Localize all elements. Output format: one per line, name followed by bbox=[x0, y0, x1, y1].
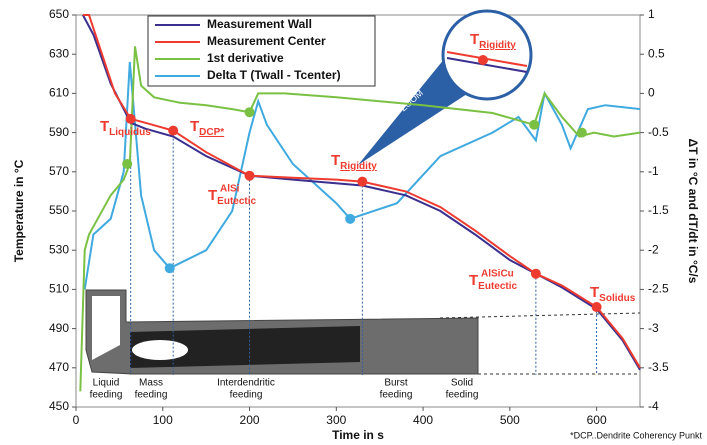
point-marker bbox=[245, 107, 255, 117]
y-tick-label: 470 bbox=[49, 360, 69, 374]
y2-tick-label: -1.5 bbox=[648, 203, 669, 217]
y2-tick-label: -4 bbox=[648, 399, 659, 413]
x-tick-label: 100 bbox=[153, 413, 173, 427]
y-tick-label: 610 bbox=[49, 86, 69, 100]
casting-illustration bbox=[86, 290, 640, 374]
x-tick-label: 0 bbox=[73, 413, 80, 427]
y2-tick-label: 1 bbox=[648, 7, 655, 21]
point-marker bbox=[577, 128, 587, 138]
annotation-subscript: Solidus bbox=[599, 293, 636, 304]
annotation-subscript: Eutectic bbox=[478, 281, 517, 292]
annotation-subscript: Liquidus bbox=[109, 127, 151, 138]
y-tick-label: 450 bbox=[49, 399, 69, 413]
y2-tick-label: -3 bbox=[648, 321, 659, 335]
annotation-symbol: T bbox=[100, 118, 109, 135]
point-marker bbox=[357, 177, 367, 187]
zone-label: feeding bbox=[380, 390, 413, 401]
zoom-inset bbox=[358, 11, 531, 165]
zone-label: Mass bbox=[139, 378, 163, 389]
annotation-subscript: Rigidity bbox=[340, 161, 377, 172]
y2-tick-label: -3.5 bbox=[648, 360, 669, 374]
zone-label: feeding bbox=[135, 390, 168, 401]
annotation-symbol: T bbox=[190, 118, 199, 135]
zone-label: feeding bbox=[230, 390, 263, 401]
y-tick-label: 630 bbox=[49, 46, 69, 60]
y2-tick-label: 0 bbox=[648, 86, 655, 100]
y-tick-label: 590 bbox=[49, 125, 69, 139]
x-tick-label: 400 bbox=[413, 413, 433, 427]
x-tick-label: 600 bbox=[587, 413, 607, 427]
annotation: TDCP* bbox=[190, 118, 224, 138]
annotation-subscript: DCP* bbox=[199, 127, 224, 138]
legend-label: 1st derivative bbox=[207, 51, 284, 65]
y2-axis-label: ΔT in °C and dT/dt in °C/s bbox=[686, 139, 700, 284]
annotation-subscript: Rigidity bbox=[479, 40, 516, 51]
legend-label: Measurement Wall bbox=[207, 17, 312, 31]
point-marker bbox=[126, 114, 136, 124]
y2-tick-label: 0.5 bbox=[648, 46, 665, 60]
annotation-superscript: AlSiCu bbox=[481, 269, 514, 280]
zone-label: feeding bbox=[446, 390, 479, 401]
point-marker bbox=[531, 269, 541, 279]
y-tick-label: 550 bbox=[49, 203, 69, 217]
annotation-symbol: T bbox=[469, 272, 478, 289]
y-tick-label: 650 bbox=[49, 7, 69, 21]
point-marker bbox=[168, 126, 178, 136]
x-tick-label: 300 bbox=[326, 413, 346, 427]
footnote: *DCP..Dendrite Coherency Punkt bbox=[570, 430, 702, 440]
point-marker bbox=[165, 263, 175, 273]
point-marker bbox=[122, 159, 132, 169]
zone-label: Interdendritic bbox=[217, 378, 275, 389]
x-tick-label: 500 bbox=[500, 413, 520, 427]
y2-tick-label: -1 bbox=[648, 164, 659, 178]
zone-label: Burst bbox=[384, 378, 408, 389]
y2-tick-label: -0.5 bbox=[648, 125, 669, 139]
y-tick-label: 490 bbox=[49, 321, 69, 335]
legend-label: Measurement Center bbox=[207, 34, 326, 48]
zone-label: Solid bbox=[451, 378, 473, 389]
y-tick-label: 570 bbox=[49, 164, 69, 178]
y-axis-label: Temperature in °C bbox=[12, 159, 26, 262]
legend-label: Delta T (Twall - Tcenter) bbox=[207, 68, 341, 82]
annotation-symbol: T bbox=[331, 152, 340, 169]
annotation-symbol: T bbox=[470, 31, 479, 48]
annotation-symbol: T bbox=[590, 284, 599, 301]
zone-label: feeding bbox=[90, 390, 123, 401]
annotation-subscript: Eutectic bbox=[217, 196, 256, 207]
point-marker bbox=[529, 120, 539, 130]
x-tick-label: 200 bbox=[240, 413, 260, 427]
point-marker bbox=[345, 214, 355, 224]
annotation: TSolidus bbox=[590, 284, 636, 304]
point-marker bbox=[245, 171, 255, 181]
y-tick-label: 530 bbox=[49, 242, 69, 256]
y-tick-label: 510 bbox=[49, 282, 69, 296]
chart: ZOOM Temperature in °C ΔT in °C and dT/d… bbox=[0, 0, 707, 445]
y2-tick-label: -2 bbox=[648, 242, 659, 256]
y2-tick-label: -2.5 bbox=[648, 282, 669, 296]
annotation-superscript: AlSi bbox=[220, 184, 240, 195]
zone-label: Liquid bbox=[93, 378, 120, 389]
x-axis-label: Time in s bbox=[332, 428, 384, 442]
annotation-symbol: T bbox=[208, 187, 217, 204]
